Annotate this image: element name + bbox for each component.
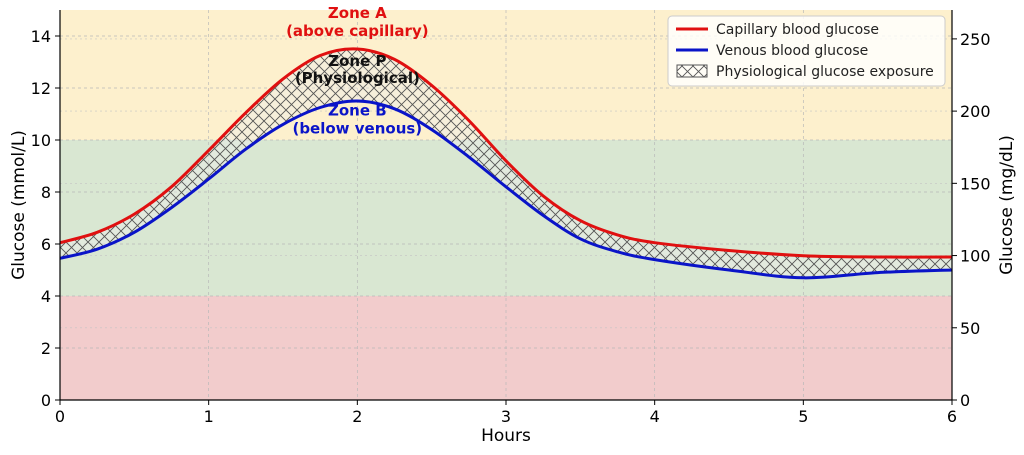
- zone-annotations: Zone A(above capillary) Zone P(Physiologi…: [286, 4, 429, 138]
- zone-p-title: Zone P: [328, 52, 386, 70]
- y-tick-label-left: 4: [41, 287, 51, 306]
- exposure-fill-hatch: [60, 48, 952, 278]
- legend-label-exposure: Physiological glucose exposure: [716, 64, 934, 80]
- y-tick-label-right: 200: [960, 102, 991, 121]
- x-axis-label: Hours: [481, 426, 531, 446]
- y-tick-label-right: 100: [960, 247, 991, 266]
- capillary-glucose-line: [59, 47, 953, 259]
- zone-a-title: Zone A: [328, 4, 387, 22]
- legend-frame: [667, 15, 946, 87]
- y-tick-label-right: 250: [960, 30, 991, 49]
- zone-p-subtitle: (Physiological): [295, 69, 420, 87]
- y-tick-label-left: 14: [31, 27, 51, 46]
- y-tick-label-left: 12: [31, 79, 51, 98]
- y-tick-label-left: 0: [41, 391, 51, 410]
- x-tick-label: 4: [650, 407, 660, 426]
- x-tick-label: 1: [204, 407, 214, 426]
- x-tick-label: 5: [798, 407, 808, 426]
- y-axis-label-left: Glucose (mmol/L): [9, 130, 29, 280]
- y-tick-label-right: 0: [960, 391, 970, 410]
- legend: Capillary blood glucose Venous blood glu…: [667, 15, 946, 87]
- legend-swatch-exposure: [676, 64, 708, 78]
- x-tick-label: 2: [352, 407, 362, 426]
- legend-label-capillary: Capillary blood glucose: [716, 22, 879, 38]
- venous-glucose-line: [59, 99, 953, 280]
- x-tick-label: 3: [501, 407, 511, 426]
- y-tick-label-left: 8: [41, 183, 51, 202]
- exposure-fill-layer: [60, 48, 952, 278]
- y-tick-label-left: 10: [31, 131, 51, 150]
- x-tick-label: 6: [947, 407, 957, 426]
- legend-label-venous: Venous blood glucose: [716, 43, 868, 59]
- y-tick-label-right: 150: [960, 174, 991, 193]
- zone-a-subtitle: (above capillary): [286, 22, 429, 40]
- y-tick-label-left: 2: [41, 339, 51, 358]
- y-tick-label-right: 50: [960, 319, 980, 338]
- y-axis-label-right: Glucose (mg/dL): [997, 135, 1017, 275]
- zone-b-subtitle: (below venous): [292, 120, 422, 138]
- y-tick-label-left: 6: [41, 235, 51, 254]
- series-layer: [59, 47, 953, 280]
- zone-b-title: Zone B: [328, 101, 387, 119]
- x-tick-label: 0: [55, 407, 65, 426]
